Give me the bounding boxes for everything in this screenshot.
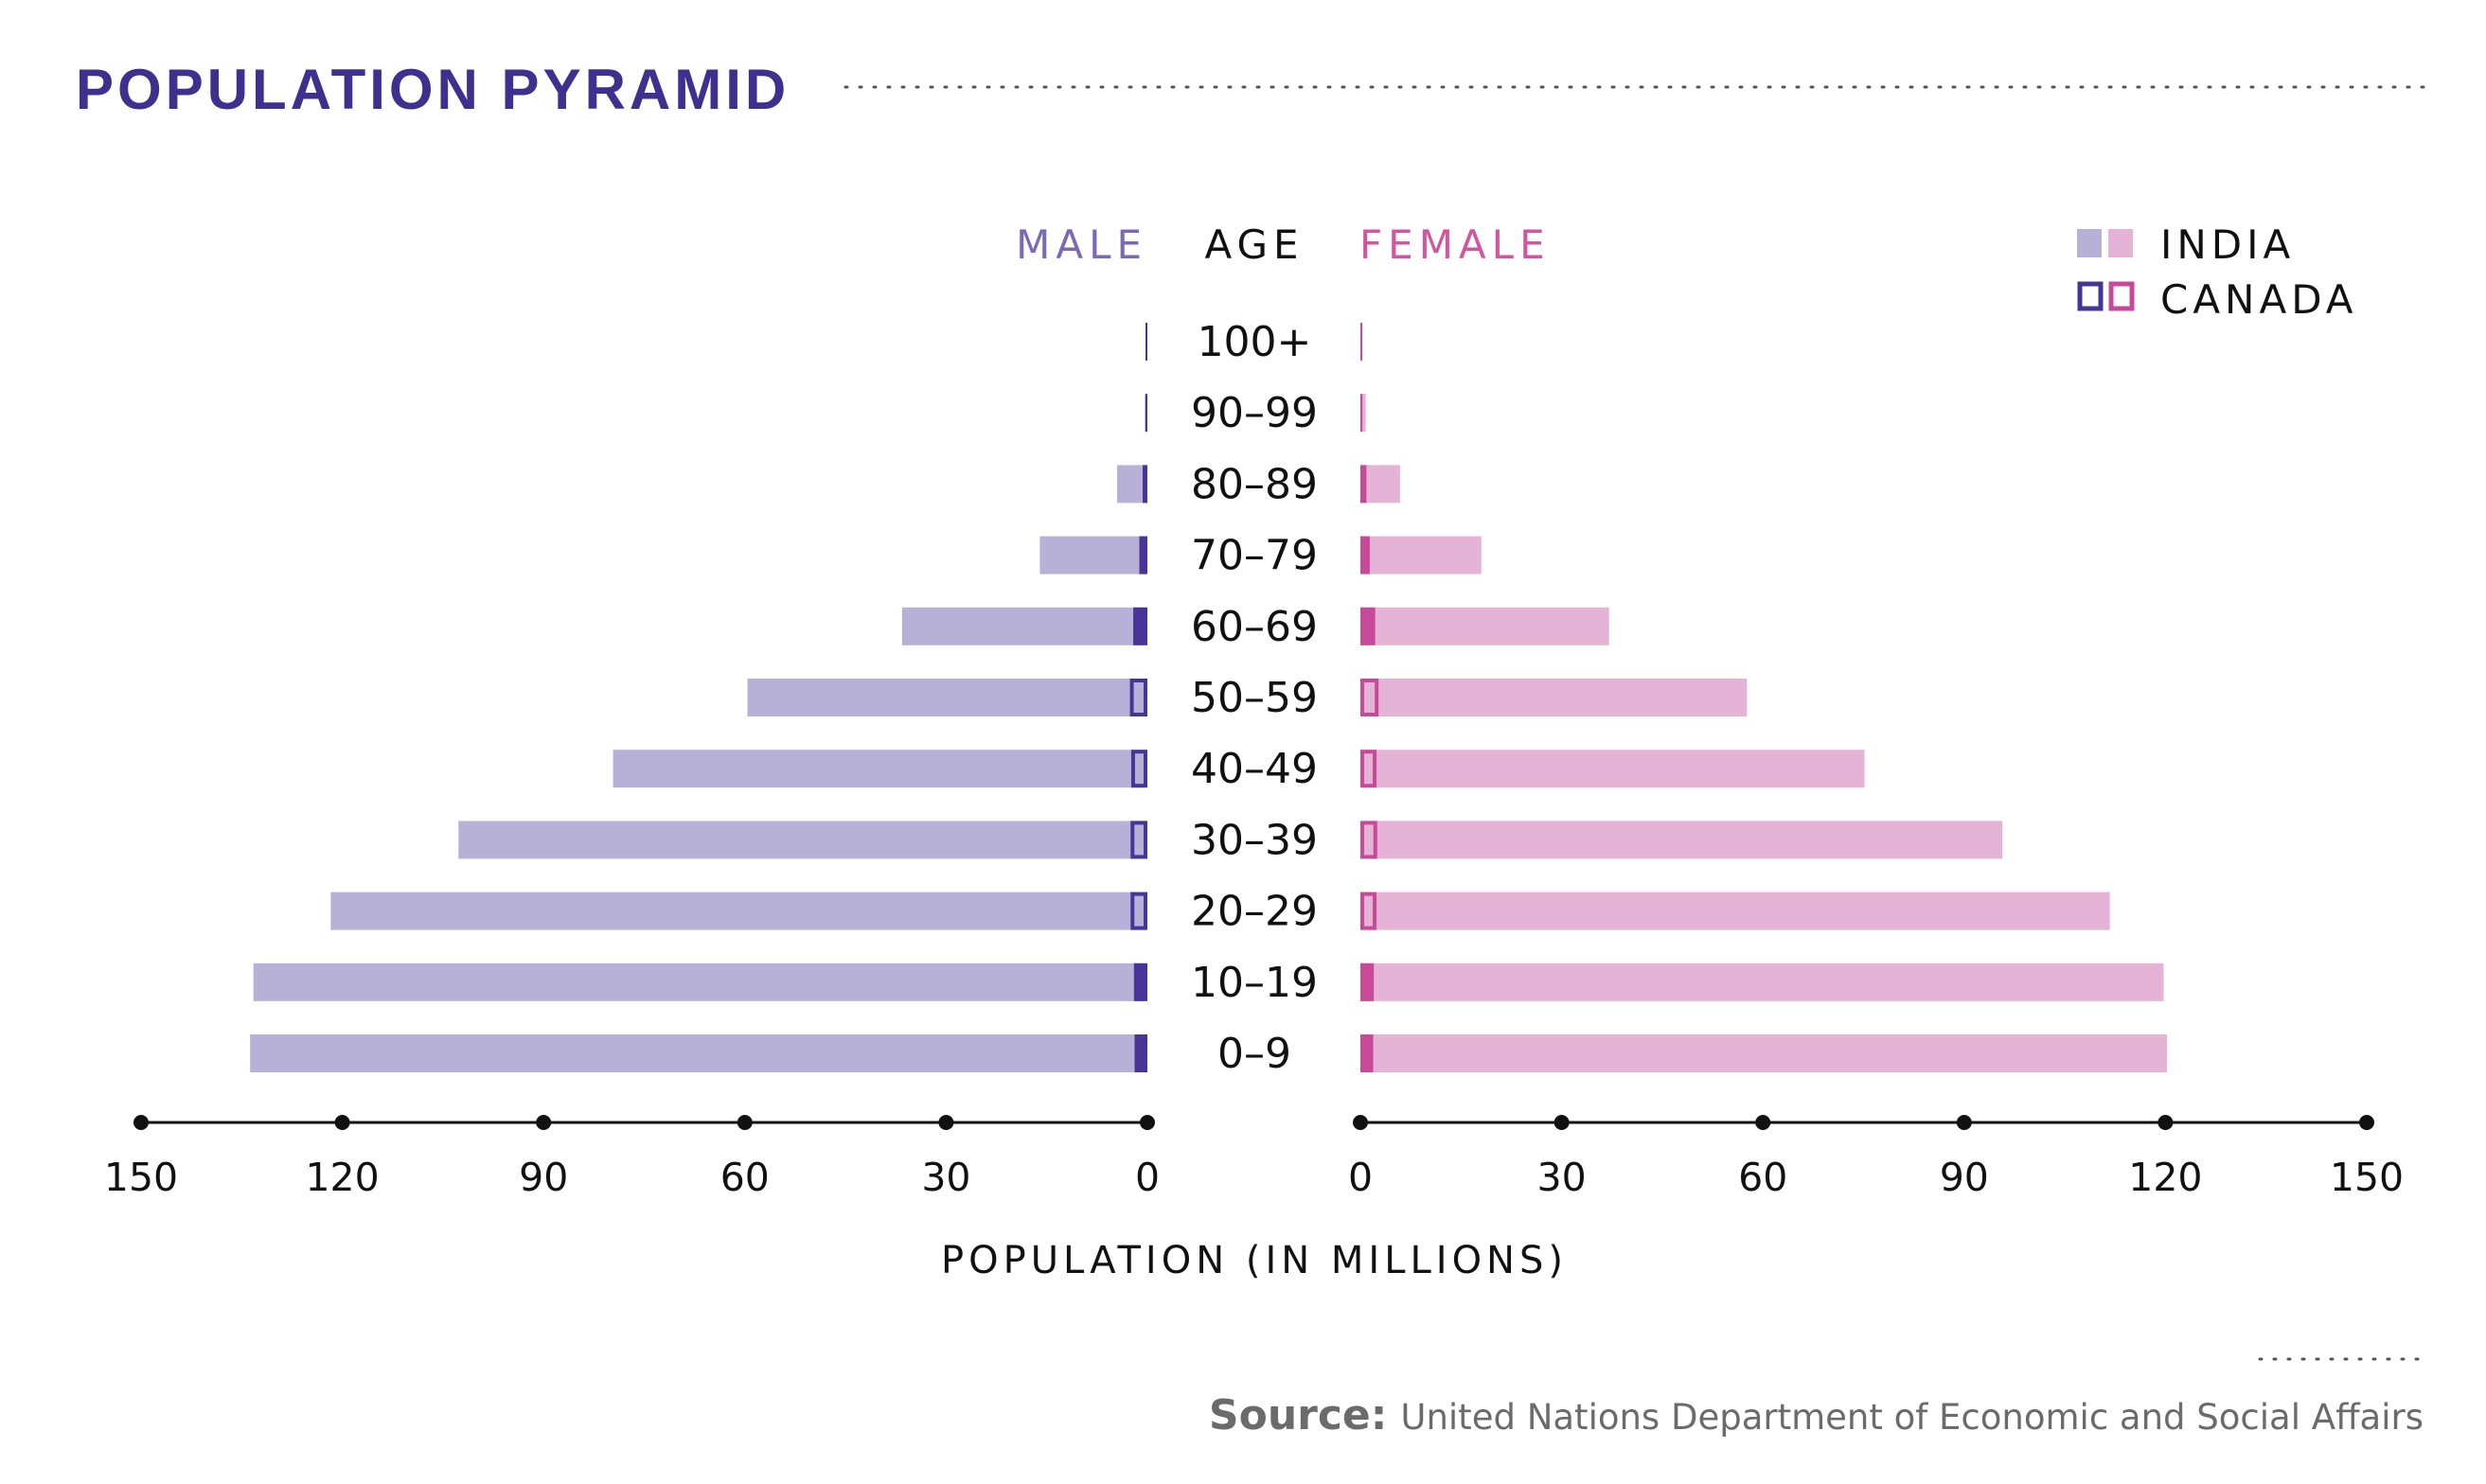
female-tick-dot-30 bbox=[1554, 1115, 1570, 1130]
age-label-100: 100+ bbox=[1198, 318, 1312, 366]
female-tick-label-150: 150 bbox=[2330, 1155, 2404, 1200]
legend-canada-female-swatch bbox=[2108, 281, 2135, 311]
male-tick-dot-150 bbox=[133, 1115, 149, 1130]
male-tick-dot-120 bbox=[334, 1115, 350, 1130]
legend-canada-label: CANADA bbox=[2160, 276, 2358, 323]
bar-male-india-20-29 bbox=[330, 892, 1148, 930]
female-tick-label-120: 120 bbox=[2128, 1155, 2202, 1200]
female-tick-label-0: 0 bbox=[1348, 1155, 1373, 1200]
female-tick-label-60: 60 bbox=[1738, 1155, 1787, 1200]
age-label-50-59: 50–59 bbox=[1191, 674, 1318, 722]
female-tick-dot-90 bbox=[1956, 1115, 1972, 1130]
bar-female-india-40-49 bbox=[1360, 750, 1865, 788]
age-labels-group: 100+ 90–99 80–89 70–79 60–69 50–59 40–49 30–39 2… bbox=[1191, 318, 1318, 1078]
female-header: FEMALE bbox=[1359, 221, 1551, 268]
bar-male-canada-20-29 bbox=[1130, 892, 1147, 930]
male-tick-dot-60 bbox=[737, 1115, 753, 1130]
bar-male-canada-10-19 bbox=[1133, 963, 1147, 1001]
bar-female-canada-10-19 bbox=[1360, 963, 1375, 1001]
male-tick-label-150: 150 bbox=[104, 1155, 178, 1200]
bar-female-canada-20-29 bbox=[1360, 892, 1377, 930]
male-tick-label-0: 0 bbox=[1135, 1155, 1160, 1200]
axes-group: 0 0 30 30 60 60 90 90 120 120 150 150 bbox=[104, 1115, 2404, 1200]
bar-female-india-10-19 bbox=[1360, 963, 2164, 1001]
bar-male-india-50-59 bbox=[747, 679, 1147, 716]
bar-male-canada-40-49 bbox=[1130, 750, 1147, 788]
age-label-60-69: 60–69 bbox=[1191, 603, 1318, 651]
legend: INDIA CANADA bbox=[2077, 221, 2358, 323]
bar-female-canada-80-89 bbox=[1360, 465, 1367, 504]
female-tick-dot-150 bbox=[2359, 1115, 2374, 1130]
bar-female-canada-90-99 bbox=[1360, 394, 1363, 433]
male-tick-dot-30 bbox=[938, 1115, 954, 1130]
bar-female-india-20-29 bbox=[1360, 892, 2110, 930]
bar-female-india-0-9 bbox=[1360, 1034, 2167, 1072]
bar-male-canada-60-69 bbox=[1133, 607, 1147, 645]
male-tick-label-120: 120 bbox=[305, 1155, 379, 1200]
bar-male-india-10-19 bbox=[253, 963, 1147, 1001]
male-header: MALE bbox=[1016, 221, 1147, 268]
female-tick-dot-60 bbox=[1755, 1115, 1771, 1130]
bar-female-canada-30-39 bbox=[1360, 821, 1377, 859]
bar-male-india-30-39 bbox=[458, 821, 1147, 859]
bar-male-canada-80-89 bbox=[1143, 465, 1147, 504]
bar-male-india-0-9 bbox=[250, 1034, 1147, 1072]
bar-female-india-90-99 bbox=[1360, 394, 1366, 433]
age-label-90-99: 90–99 bbox=[1191, 389, 1318, 437]
bar-male-india-70-79 bbox=[1039, 536, 1147, 574]
male-tick-label-30: 30 bbox=[921, 1155, 970, 1200]
bar-male-india-60-69 bbox=[901, 607, 1147, 645]
bar-male-canada-100 bbox=[1145, 323, 1147, 361]
source-line: Source: United Nations Department of Econ… bbox=[1209, 1391, 2424, 1440]
bar-male-canada-90-99 bbox=[1145, 394, 1147, 433]
bar-female-india-50-59 bbox=[1360, 679, 1748, 716]
male-tick-label-90: 90 bbox=[519, 1155, 568, 1200]
bars-group bbox=[250, 323, 2167, 1072]
male-tick-label-60: 60 bbox=[720, 1155, 770, 1200]
legend-canada-male-swatch bbox=[2077, 281, 2104, 311]
legend-india-label: INDIA bbox=[2160, 221, 2295, 268]
age-header: AGE bbox=[1204, 221, 1304, 268]
bar-female-india-70-79 bbox=[1360, 536, 1482, 574]
male-tick-dot-90 bbox=[536, 1115, 552, 1130]
source-label: Source: bbox=[1209, 1391, 1387, 1440]
male-tick-dot-0 bbox=[1140, 1115, 1155, 1130]
x-axis-title: POPULATION (IN MILLIONS) bbox=[941, 1239, 1568, 1282]
bar-female-india-30-39 bbox=[1360, 821, 2003, 859]
page-title: POPULATION PYRAMID bbox=[76, 58, 790, 121]
female-tick-dot-120 bbox=[2157, 1115, 2174, 1130]
age-label-10-19: 10–19 bbox=[1191, 959, 1318, 1007]
source-text: United Nations Department of Economic an… bbox=[1400, 1397, 2424, 1438]
legend-india-female-swatch bbox=[2108, 229, 2133, 257]
bar-female-canada-40-49 bbox=[1360, 750, 1377, 788]
bar-male-canada-0-9 bbox=[1134, 1034, 1147, 1072]
age-label-80-89: 80–89 bbox=[1191, 460, 1318, 508]
bar-male-canada-30-39 bbox=[1130, 821, 1147, 859]
bar-female-canada-50-59 bbox=[1360, 679, 1379, 716]
bar-female-canada-100 bbox=[1360, 323, 1362, 361]
bar-female-canada-70-79 bbox=[1360, 536, 1370, 574]
female-tick-label-30: 30 bbox=[1537, 1155, 1587, 1200]
bar-female-india-60-69 bbox=[1360, 607, 1609, 645]
age-label-30-39: 30–39 bbox=[1191, 816, 1318, 864]
age-label-0-9: 0–9 bbox=[1217, 1030, 1291, 1078]
legend-india-male-swatch bbox=[2077, 229, 2102, 257]
age-label-20-29: 20–29 bbox=[1191, 888, 1318, 936]
age-label-40-49: 40–49 bbox=[1191, 745, 1318, 793]
age-label-70-79: 70–79 bbox=[1191, 532, 1318, 580]
bar-male-india-40-49 bbox=[613, 750, 1147, 788]
bar-female-india-80-89 bbox=[1360, 465, 1400, 504]
female-tick-label-90: 90 bbox=[1940, 1155, 1989, 1200]
bar-female-canada-60-69 bbox=[1360, 607, 1376, 645]
bar-male-india-80-89 bbox=[1117, 465, 1147, 504]
bar-female-canada-0-9 bbox=[1360, 1034, 1374, 1072]
bar-male-canada-50-59 bbox=[1129, 679, 1148, 716]
bar-male-canada-70-79 bbox=[1139, 536, 1147, 574]
female-tick-dot-0 bbox=[1353, 1115, 1368, 1130]
